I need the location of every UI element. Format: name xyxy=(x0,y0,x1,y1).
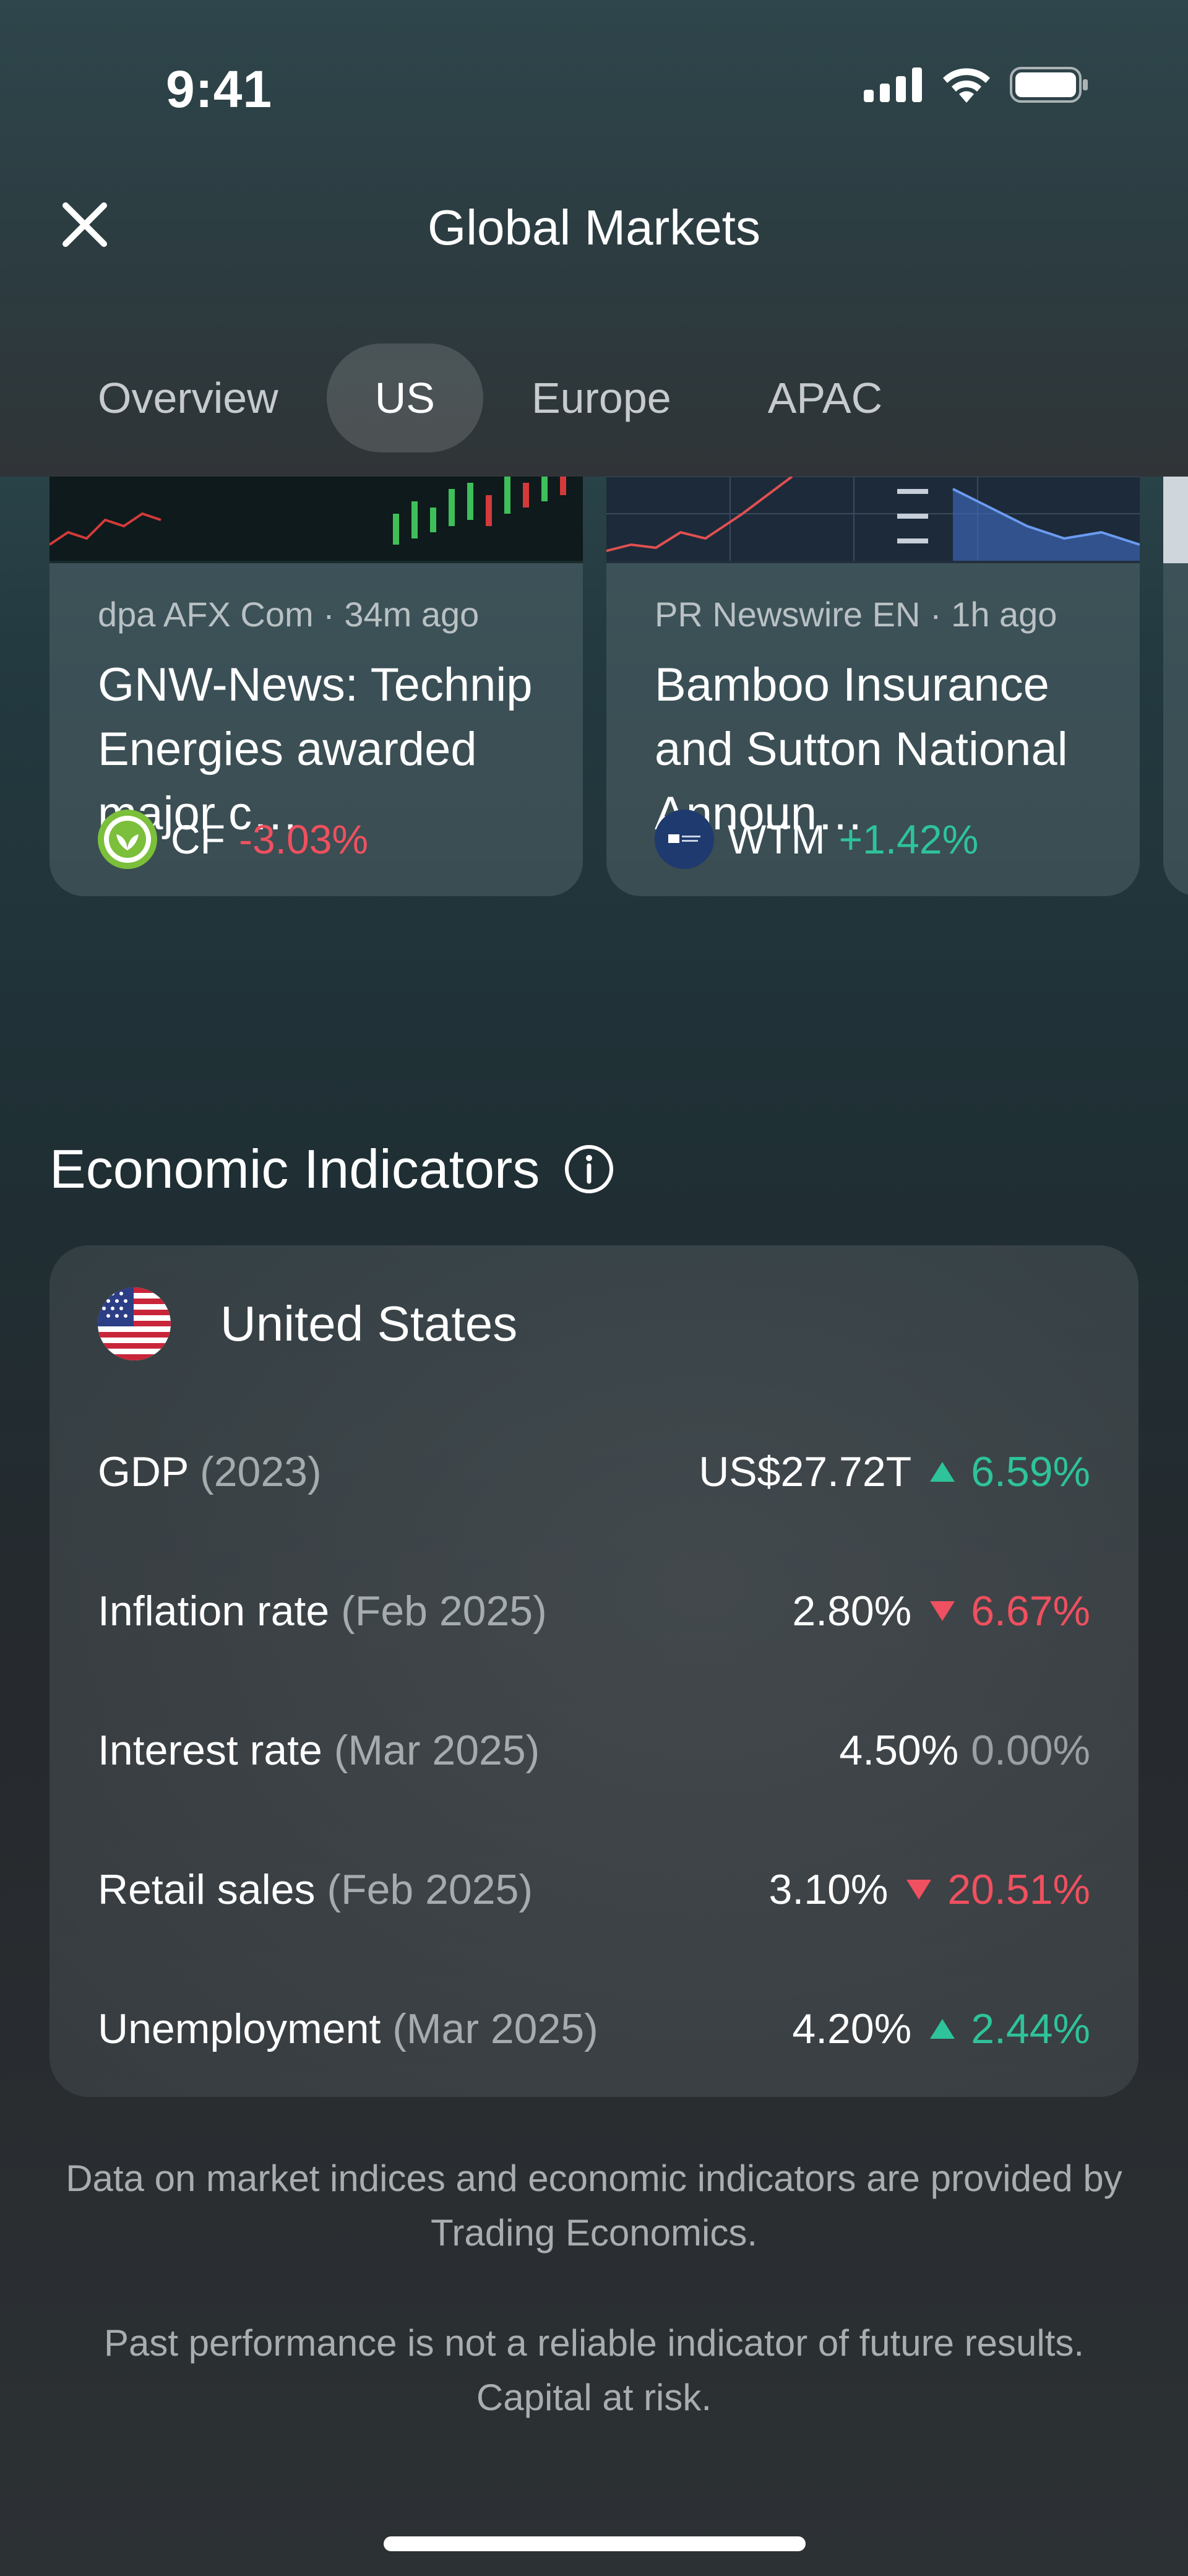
status-bar: 9:41 xyxy=(0,0,1188,167)
country-name: United States xyxy=(220,1296,518,1351)
indicator-row-interest[interactable]: Interest rate (Mar 2025) 4.50% 0.00% xyxy=(98,1713,1090,1787)
tab-apac[interactable]: APAC xyxy=(767,374,883,422)
news-headline: GNW-News: Technip Energies awarded major… xyxy=(98,659,533,840)
wtm-logo-icon xyxy=(655,810,714,869)
news-meta: dpa AFX Com · 34m ago xyxy=(98,595,480,634)
ticker-symbol: WTM xyxy=(728,816,825,862)
indicator-value: 4.20% xyxy=(792,2005,912,2052)
tab-us[interactable]: US xyxy=(326,344,483,452)
page-title: Global Markets xyxy=(428,200,760,255)
news-thumbnail xyxy=(50,477,583,563)
indicator-label: Inflation rate (Feb 2025) xyxy=(98,1587,547,1635)
ticker-symbol: CF xyxy=(171,816,225,862)
cf-logo-icon xyxy=(98,810,157,869)
indicator-period: (Mar 2025) xyxy=(334,1727,540,1774)
ticker-change: +1.42% xyxy=(838,816,979,862)
status-icons xyxy=(864,67,1089,103)
down-arrow-icon xyxy=(930,1601,955,1621)
indicator-name: Inflation rate xyxy=(98,1588,330,1635)
indicator-values: US$27.72T 6.59% xyxy=(699,1448,1090,1496)
economic-indicators-heading: Economic Indicators xyxy=(50,1138,540,1199)
indicator-period: (Feb 2025) xyxy=(341,1588,547,1635)
news-source: PR Newswire EN xyxy=(655,595,921,634)
news-card[interactable]: PR Newswire EN · 1h ago Bamboo Insurance… xyxy=(606,477,1140,896)
news-thumbnail xyxy=(1163,477,1188,563)
indicator-change: 6.59% xyxy=(971,1448,1090,1495)
up-arrow-icon xyxy=(930,1462,955,1482)
news-age: 1h ago xyxy=(951,595,1057,634)
close-button[interactable] xyxy=(58,198,111,251)
country-header: United States xyxy=(98,1287,517,1360)
news-age: 34m ago xyxy=(344,595,480,634)
indicator-change: 6.67% xyxy=(971,1588,1090,1635)
up-arrow-icon xyxy=(930,2019,955,2039)
wifi-icon xyxy=(943,68,990,103)
us-flag-icon xyxy=(98,1287,171,1360)
news-ticker[interactable]: WTM +1.42% xyxy=(655,810,978,869)
indicator-name: Retail sales xyxy=(98,1866,316,1913)
section-title: Economic Indicators xyxy=(50,1138,615,1201)
indicator-row-gdp[interactable]: GDP (2023) US$27.72T 6.59% xyxy=(98,1435,1090,1509)
header: 9:41 Global Markets Overview xyxy=(0,0,1188,477)
risk-disclaimer: Past performance is not a reliable indic… xyxy=(103,2322,1085,2418)
news-card[interactable]: dpa AFX Com · 34m ago GNW-News: Technip … xyxy=(50,477,583,896)
indicator-name: Interest rate xyxy=(98,1727,322,1774)
market-tabs: Overview US Europe APAC xyxy=(50,344,931,452)
indicator-name: Unemployment xyxy=(98,2005,381,2052)
indicator-label: GDP (2023) xyxy=(98,1448,322,1496)
tab-overview[interactable]: Overview xyxy=(98,374,278,422)
news-ticker[interactable]: CF -3.03% xyxy=(98,810,368,869)
indicator-period: (Mar 2025) xyxy=(392,2005,598,2052)
indicator-period: (Feb 2025) xyxy=(327,1866,533,1913)
tab-europe[interactable]: Europe xyxy=(531,374,671,422)
home-indicator[interactable] xyxy=(384,2536,806,2551)
status-time: 9:41 xyxy=(166,60,273,118)
indicator-values: 3.10% 20.51% xyxy=(769,1865,1090,1914)
indicator-row-inflation[interactable]: Inflation rate (Feb 2025) 2.80% 6.67% xyxy=(98,1574,1090,1648)
indicator-change: 0.00% xyxy=(971,1727,1090,1774)
close-icon xyxy=(62,202,107,247)
news-card-partial[interactable] xyxy=(1163,477,1188,896)
indicator-change: 20.51% xyxy=(947,1866,1090,1913)
indicator-values: 4.20% 2.44% xyxy=(792,2005,1090,2053)
indicator-label: Unemployment (Mar 2025) xyxy=(98,2005,598,2053)
indicator-period: (2023) xyxy=(200,1448,322,1495)
cellular-signal-icon xyxy=(864,67,922,102)
indicator-value: 3.10% xyxy=(768,1866,889,1913)
ticker-change: -3.03% xyxy=(238,816,369,862)
indicator-label: Retail sales (Feb 2025) xyxy=(98,1865,533,1914)
indicator-value: US$27.72T xyxy=(699,1448,912,1495)
indicator-value: 2.80% xyxy=(792,1588,912,1635)
indicator-change: 2.44% xyxy=(971,2005,1090,2052)
indicator-values: 2.80% 6.67% xyxy=(792,1587,1090,1635)
down-arrow-icon xyxy=(906,1880,932,1900)
news-meta: PR Newswire EN · 1h ago xyxy=(655,595,1057,634)
news-source: dpa AFX Com xyxy=(98,595,314,634)
economic-indicators-card: United States GDP (2023) US$27.72T 6.59%… xyxy=(50,1245,1138,2097)
info-icon[interactable] xyxy=(563,1143,615,1195)
indicator-value: 4.50% xyxy=(839,1727,959,1774)
indicator-label: Interest rate (Mar 2025) xyxy=(98,1726,540,1774)
indicator-values: 4.50% 0.00% xyxy=(839,1726,1090,1774)
indicator-name: GDP xyxy=(98,1448,189,1495)
indicator-row-retail[interactable]: Retail sales (Feb 2025) 3.10% 20.51% xyxy=(98,1852,1090,1927)
data-source-disclaimer: Data on market indices and economic indi… xyxy=(66,2158,1122,2254)
battery-icon xyxy=(1010,67,1088,103)
news-carousel[interactable]: dpa AFX Com · 34m ago GNW-News: Technip … xyxy=(0,477,1188,1040)
news-thumbnail xyxy=(606,477,1140,563)
indicator-row-unemployment[interactable]: Unemployment (Mar 2025) 4.20% 2.44% xyxy=(98,1992,1090,2066)
